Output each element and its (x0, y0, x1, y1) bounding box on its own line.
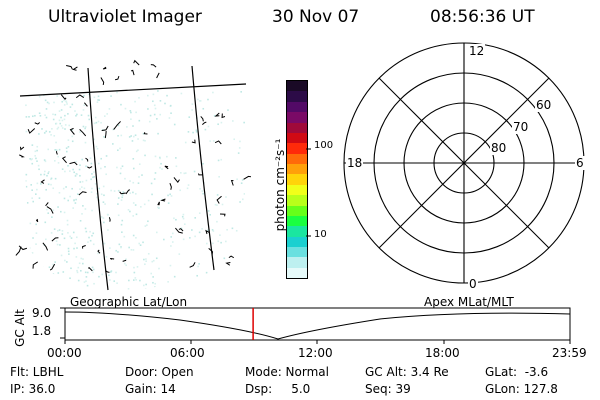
colorbar-segment (287, 184, 307, 196)
ip-status: IP: 36.0 (10, 382, 56, 396)
colorbar-segment (287, 205, 307, 216)
glon-status: GLon: 127.8 (485, 382, 558, 396)
colorbar-segment (287, 215, 307, 227)
colorbar-segment (287, 247, 307, 258)
mlat-label-70: 70 (512, 120, 530, 134)
timeline-left-label: Geographic Lat/Lon (70, 295, 188, 309)
mode-status: Mode: Normal (245, 365, 329, 379)
gain-status: Gain: 14 (125, 382, 176, 396)
timeline-xtick-2359: 23:59 (552, 346, 587, 360)
timeline-xtick-1200: 12:00 (298, 346, 333, 360)
geographic-image (15, 59, 252, 291)
app-title: Ultraviolet Imager (48, 7, 202, 27)
dsp-status: Dsp: 5.0 (245, 382, 311, 396)
mlt-label-0: 0 (468, 277, 478, 291)
flt-status: Flt: LBHL (10, 365, 64, 379)
mlt-label-6: 6 (575, 156, 585, 170)
timeline-xtick-1800: 18:00 (425, 346, 460, 360)
timeline-xtick-0000: 00:00 (47, 346, 82, 360)
colorbar-unit-label: photon cm⁻²s⁻¹ (273, 138, 287, 232)
colorbar-segment (287, 236, 307, 247)
colorbar (286, 80, 308, 279)
colorbar-segment (287, 101, 307, 113)
colorbar-segment (287, 267, 307, 279)
glat-status: GLat: -3.6 (485, 365, 549, 379)
colorbar-tick-100: 100 (314, 140, 334, 151)
timeline-right-label: Apex MLat/MLT (424, 295, 514, 309)
timeline-ytick-9: 9.0 (32, 306, 52, 320)
colorbar-segment (287, 174, 307, 185)
mlt-label-12: 12 (468, 44, 486, 58)
altitude-timeline (60, 307, 571, 344)
polar-plot (343, 42, 585, 284)
colorbar-segment (287, 257, 307, 268)
colorbar-segment (287, 112, 307, 123)
timeline-ytick-1-8: 1.8 (32, 324, 52, 338)
colorbar-segment (287, 143, 307, 154)
door-status: Door: Open (125, 365, 194, 379)
colorbar-segment (287, 164, 307, 175)
seq-status: Seq: 39 (365, 382, 411, 396)
colorbar-segment (287, 153, 307, 164)
mlat-label-60: 60 (535, 98, 553, 112)
colorbar-segment (287, 195, 307, 206)
date-label: 30 Nov 07 (272, 7, 360, 27)
colorbar-segment (287, 132, 307, 144)
gc-alt-status: GC Alt: 3.4 Re (365, 365, 449, 379)
timeline-xtick-0600: 06:00 (170, 346, 205, 360)
colorbar-segment (287, 122, 307, 133)
time-label: 08:56:36 UT (430, 7, 535, 27)
mlt-label-18: 18 (346, 156, 364, 170)
colorbar-ticks (306, 148, 311, 237)
colorbar-segment (287, 91, 307, 102)
colorbar-tick-10: 10 (314, 229, 327, 240)
colorbar-segment (287, 226, 307, 237)
mlat-label-80: 80 (490, 141, 508, 155)
colorbar-segment (287, 81, 307, 92)
